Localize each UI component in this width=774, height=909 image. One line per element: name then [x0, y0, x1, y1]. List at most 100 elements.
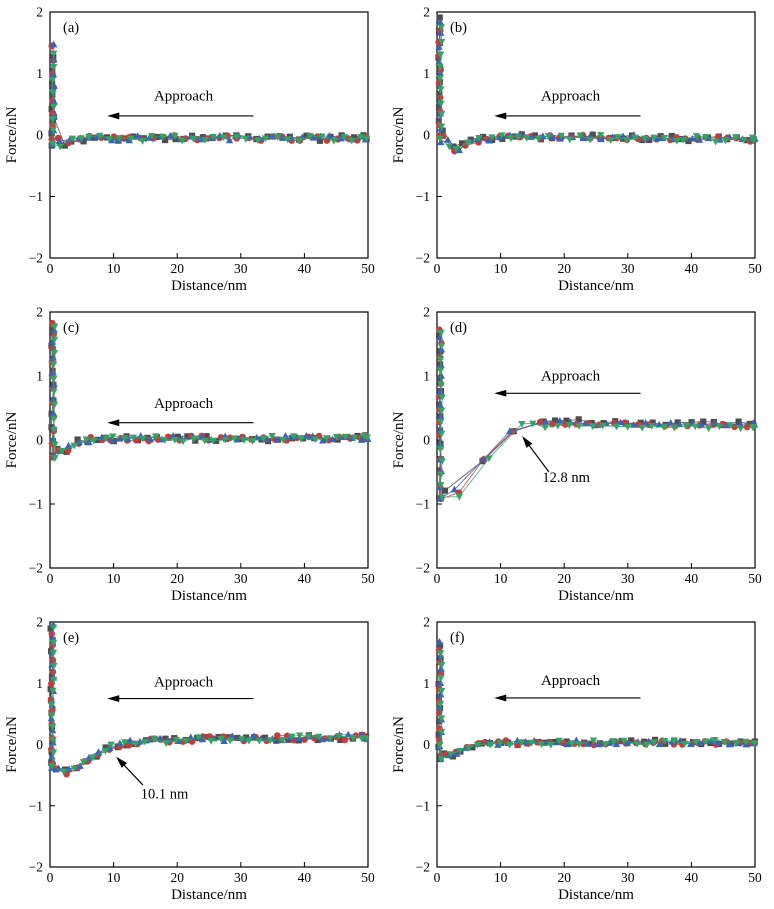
- svg-text:1: 1: [36, 676, 43, 691]
- svg-text:2: 2: [36, 5, 43, 20]
- svg-text:−1: −1: [416, 189, 430, 204]
- svg-text:−2: −2: [29, 860, 43, 875]
- svg-text:2: 2: [423, 305, 430, 320]
- svg-text:0: 0: [36, 128, 43, 143]
- svg-text:Force/nN: Force/nN: [391, 107, 407, 164]
- svg-text:10: 10: [494, 261, 508, 276]
- force-distance-chart-e: 0 10 20 30 40 50 −2 −1 0 1 2 Distance/nm Force/nN (e)…: [4, 615, 375, 904]
- svg-text:40: 40: [685, 571, 699, 586]
- svg-text:2: 2: [423, 615, 430, 630]
- svg-text:40: 40: [298, 261, 312, 276]
- svg-text:−2: −2: [416, 561, 430, 576]
- svg-text:30: 30: [234, 870, 248, 885]
- svg-text:30: 30: [234, 261, 248, 276]
- svg-text:10: 10: [494, 870, 508, 885]
- svg-text:Force/nN: Force/nN: [391, 412, 407, 469]
- svg-text:10.1 nm: 10.1 nm: [141, 786, 189, 802]
- force-distance-chart-c: 0 10 20 30 40 50 −2 −1 0 1 2 Distance/nm Force/nN (c)…: [4, 305, 375, 605]
- svg-text:0: 0: [434, 261, 441, 276]
- svg-text:20: 20: [557, 261, 571, 276]
- panel-e: 0 10 20 30 40 50 −2 −1 0 1 2 Distance/nm Force/nN (e)…: [0, 610, 387, 909]
- svg-text:0: 0: [36, 433, 43, 448]
- svg-text:Distance/nm: Distance/nm: [558, 588, 634, 604]
- svg-text:Approach: Approach: [154, 89, 214, 105]
- svg-text:10: 10: [107, 571, 121, 586]
- svg-text:10: 10: [107, 261, 121, 276]
- svg-text:−1: −1: [29, 189, 43, 204]
- svg-text:0: 0: [434, 870, 441, 885]
- svg-text:30: 30: [234, 571, 248, 586]
- svg-text:(e): (e): [63, 630, 79, 646]
- svg-text:Approach: Approach: [154, 674, 214, 690]
- svg-text:50: 50: [748, 870, 762, 885]
- svg-text:0: 0: [434, 571, 441, 586]
- svg-text:40: 40: [685, 261, 699, 276]
- svg-text:1: 1: [423, 66, 430, 81]
- svg-text:10: 10: [107, 870, 121, 885]
- svg-text:1: 1: [423, 676, 430, 691]
- svg-text:30: 30: [621, 571, 635, 586]
- svg-text:0: 0: [423, 737, 430, 752]
- svg-text:−2: −2: [416, 860, 430, 875]
- svg-text:50: 50: [748, 571, 762, 586]
- svg-text:−2: −2: [29, 561, 43, 576]
- svg-text:2: 2: [36, 305, 43, 320]
- svg-text:Approach: Approach: [541, 673, 601, 689]
- svg-text:2: 2: [36, 615, 43, 630]
- force-distance-chart-d: 0 10 20 30 40 50 −2 −1 0 1 2 Distance/nm Force/nN (d)…: [391, 305, 762, 605]
- svg-text:10: 10: [494, 571, 508, 586]
- svg-text:20: 20: [557, 870, 571, 885]
- svg-text:Distance/nm: Distance/nm: [171, 588, 247, 604]
- force-distance-chart-f: 0 10 20 30 40 50 −2 −1 0 1 2 Distance/nm Force/nN (f)…: [391, 615, 762, 904]
- panel-a: 0 10 20 30 40 50 −2 −1 0 1 2 Distance/nm Force/nN (a)…: [0, 0, 387, 300]
- panel-f: 0 10 20 30 40 50 −2 −1 0 1 2 Distance/nm Force/nN (f)…: [387, 610, 774, 909]
- svg-text:Approach: Approach: [541, 368, 601, 384]
- svg-text:40: 40: [685, 870, 699, 885]
- svg-text:−1: −1: [416, 497, 430, 512]
- svg-text:0: 0: [36, 737, 43, 752]
- svg-text:Distance/nm: Distance/nm: [171, 278, 247, 294]
- svg-text:1: 1: [36, 369, 43, 384]
- panel-b: 0 10 20 30 40 50 −2 −1 0 1 2 Distance/nm Force/nN (b)…: [387, 0, 774, 300]
- svg-text:Force/nN: Force/nN: [391, 716, 407, 773]
- svg-text:(f): (f): [450, 630, 465, 646]
- svg-text:(a): (a): [63, 20, 79, 36]
- svg-text:2: 2: [423, 5, 430, 20]
- svg-text:50: 50: [361, 870, 375, 885]
- svg-text:0: 0: [47, 261, 54, 276]
- svg-text:−1: −1: [416, 798, 430, 813]
- panel-c: 0 10 20 30 40 50 −2 −1 0 1 2 Distance/nm Force/nN (c)…: [0, 300, 387, 610]
- svg-text:(c): (c): [63, 320, 79, 336]
- svg-text:Distance/nm: Distance/nm: [558, 278, 634, 294]
- svg-text:20: 20: [557, 571, 571, 586]
- svg-text:−1: −1: [29, 497, 43, 512]
- svg-text:Distance/nm: Distance/nm: [171, 887, 247, 903]
- svg-text:Force/nN: Force/nN: [4, 412, 20, 469]
- svg-text:Force/nN: Force/nN: [4, 716, 20, 773]
- svg-text:Distance/nm: Distance/nm: [558, 887, 634, 903]
- svg-text:−2: −2: [416, 251, 430, 266]
- svg-text:(b): (b): [450, 20, 467, 36]
- svg-text:1: 1: [36, 66, 43, 81]
- svg-text:20: 20: [170, 261, 184, 276]
- svg-text:12.8 nm: 12.8 nm: [542, 470, 590, 486]
- svg-text:−2: −2: [29, 251, 43, 266]
- force-distance-chart-a: 0 10 20 30 40 50 −2 −1 0 1 2 Distance/nm Force/nN (a)…: [4, 5, 375, 295]
- svg-text:Force/nN: Force/nN: [4, 107, 20, 164]
- svg-text:50: 50: [361, 261, 375, 276]
- svg-text:20: 20: [170, 870, 184, 885]
- svg-text:Approach: Approach: [541, 89, 601, 105]
- svg-text:0: 0: [47, 571, 54, 586]
- svg-text:50: 50: [748, 261, 762, 276]
- svg-text:1: 1: [423, 369, 430, 384]
- svg-text:30: 30: [621, 261, 635, 276]
- svg-text:40: 40: [298, 571, 312, 586]
- svg-text:30: 30: [621, 870, 635, 885]
- svg-text:50: 50: [361, 571, 375, 586]
- svg-text:40: 40: [298, 870, 312, 885]
- panel-d: 0 10 20 30 40 50 −2 −1 0 1 2 Distance/nm Force/nN (d)…: [387, 300, 774, 610]
- svg-text:20: 20: [170, 571, 184, 586]
- force-distance-chart-b: 0 10 20 30 40 50 −2 −1 0 1 2 Distance/nm Force/nN (b)…: [391, 5, 762, 295]
- svg-text:(d): (d): [450, 320, 467, 336]
